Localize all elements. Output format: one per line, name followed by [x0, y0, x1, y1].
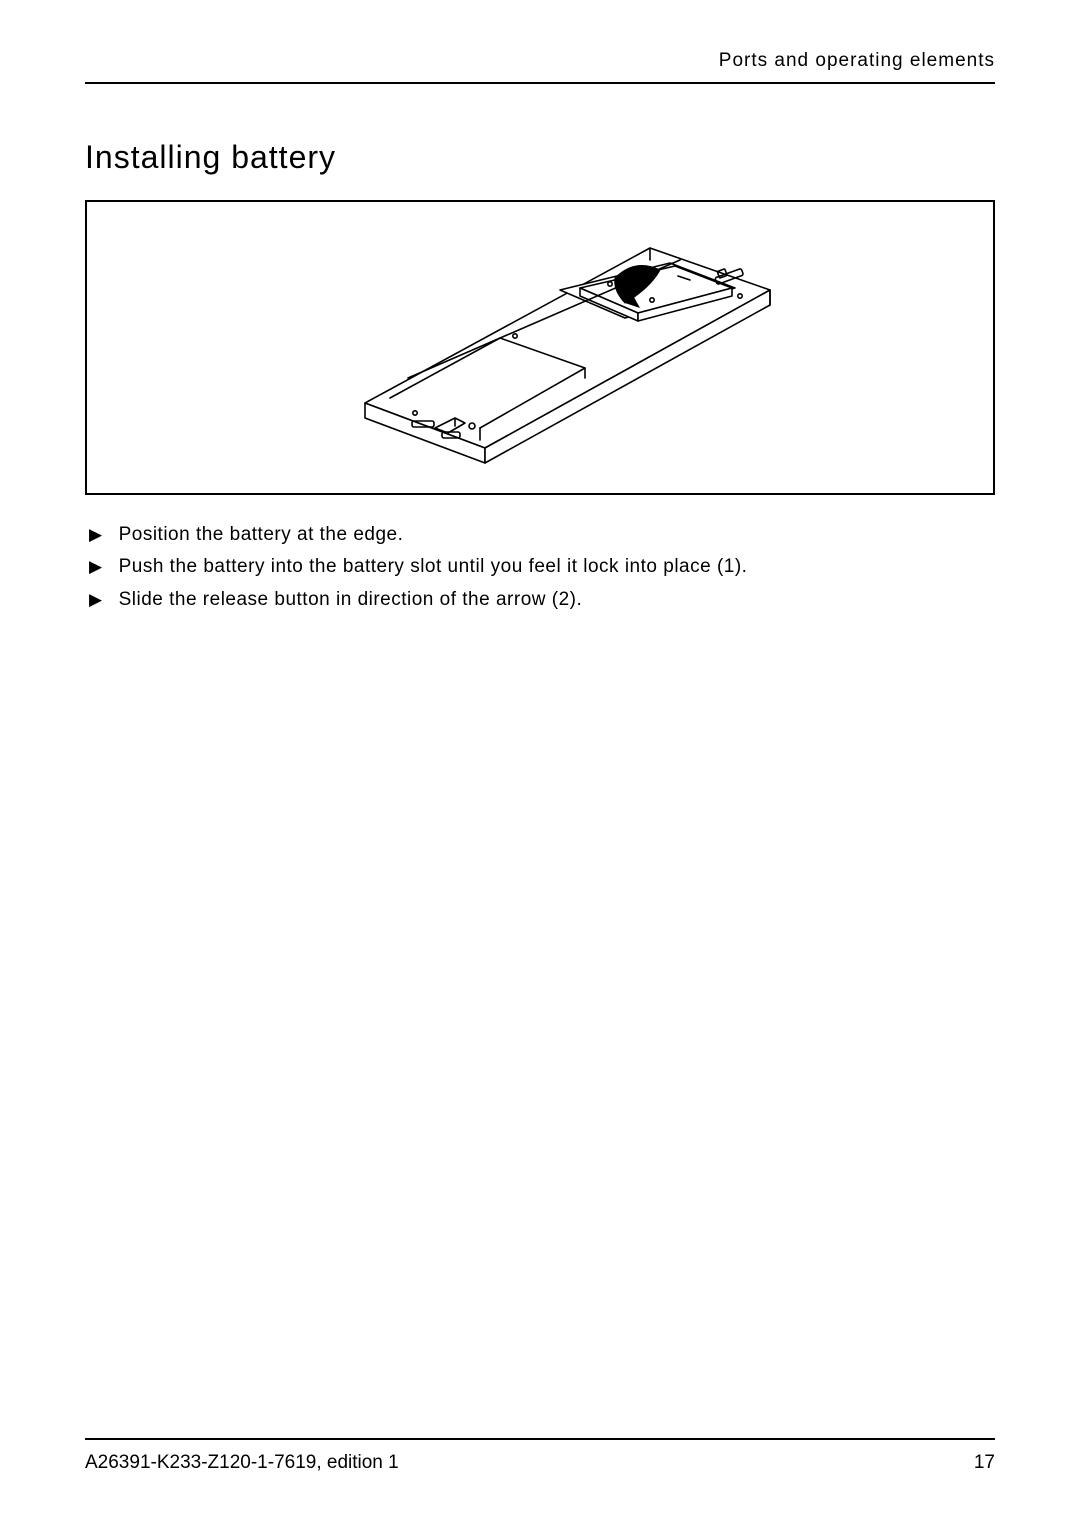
figure-container: [85, 200, 995, 495]
list-item: ▶ Push the battery into the battery slot…: [85, 551, 995, 583]
list-item: ▶ Slide the release button in direction …: [85, 584, 995, 616]
list-item: ▶ Position the battery at the edge.: [85, 519, 995, 551]
step-text: Slide the release button in direction of…: [119, 584, 583, 616]
step-text: Position the battery at the edge.: [119, 519, 404, 551]
document-page: Ports and operating elements Installing …: [0, 0, 1080, 1529]
battery-install-illustration: [280, 218, 800, 478]
triangle-bullet-icon: ▶: [89, 551, 103, 583]
page-header: Ports and operating elements: [85, 50, 995, 84]
section-title: Installing battery: [85, 139, 995, 176]
steps-list: ▶ Position the battery at the edge. ▶ Pu…: [85, 519, 995, 616]
page-footer: A26391-K233-Z120-1-7619, edition 1 17: [85, 1438, 995, 1474]
triangle-bullet-icon: ▶: [89, 519, 103, 551]
header-text: Ports and operating elements: [719, 50, 995, 71]
step-text: Push the battery into the battery slot u…: [119, 551, 748, 583]
page-number: 17: [974, 1452, 995, 1474]
doc-id: A26391-K233-Z120-1-7619, edition 1: [85, 1452, 399, 1474]
triangle-bullet-icon: ▶: [89, 584, 103, 616]
